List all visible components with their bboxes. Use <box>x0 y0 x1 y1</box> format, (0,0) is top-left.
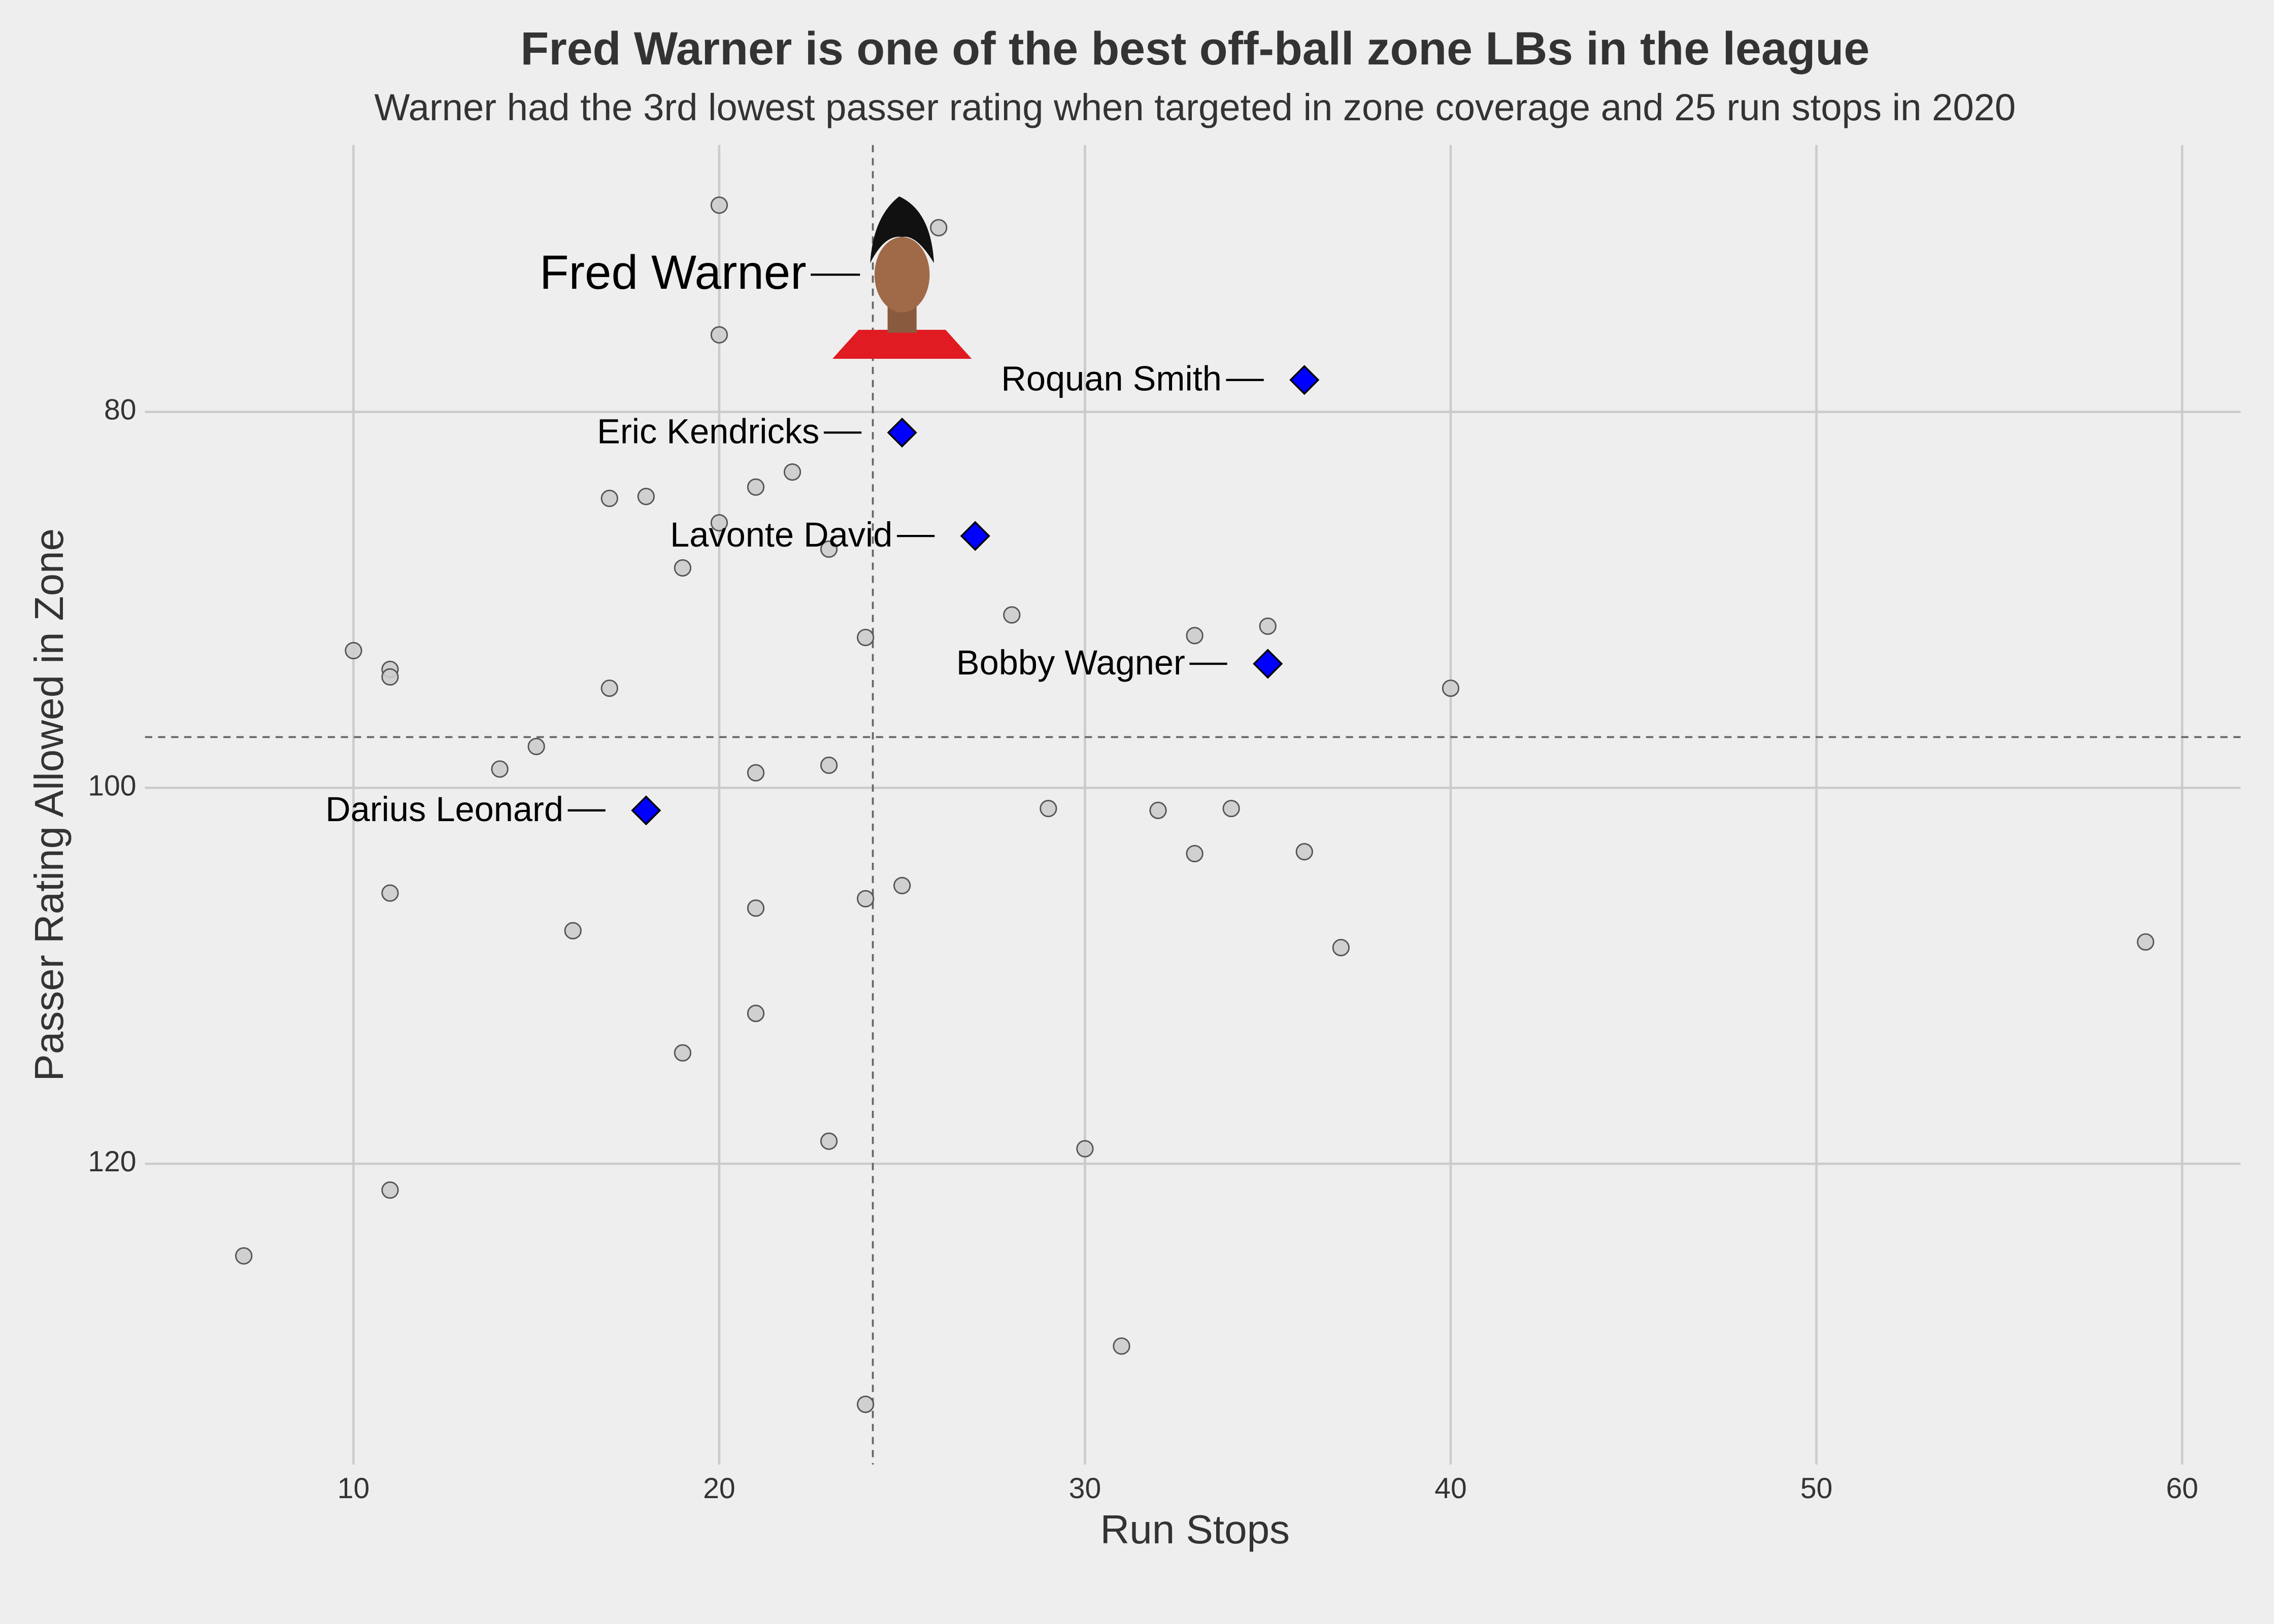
data-point <box>381 1181 399 1199</box>
x-tick-label: 60 <box>2166 1472 2198 1505</box>
photo-face <box>874 236 930 313</box>
highlight-point <box>1253 649 1283 679</box>
data-point <box>930 219 948 236</box>
data-point <box>1295 843 1313 861</box>
x-tick-label: 10 <box>338 1472 370 1505</box>
data-point <box>600 679 618 697</box>
point-label: Lavonte David <box>670 515 892 554</box>
data-point <box>1186 627 1203 645</box>
data-point <box>674 559 692 577</box>
data-point <box>1040 799 1057 818</box>
chart-subtitle: Warner had the 3rd lowest passer rating … <box>374 86 2016 128</box>
y-tick-label: 80 <box>104 394 137 426</box>
data-point <box>820 540 838 558</box>
data-point <box>1076 1140 1094 1158</box>
data-point <box>856 628 875 647</box>
point-label: Bobby Wagner <box>956 643 1185 682</box>
y-axis-label: Passer Rating Allowed in Zone <box>26 528 72 1081</box>
x-tick-label: 30 <box>1069 1472 1101 1505</box>
data-point <box>747 1004 765 1022</box>
data-point <box>637 488 655 505</box>
data-point <box>345 641 362 660</box>
highlight-point <box>960 521 990 551</box>
data-point <box>1149 801 1167 819</box>
x-tick-label: 50 <box>1800 1472 1833 1505</box>
data-point <box>1442 679 1460 697</box>
point-label: Eric Kendricks <box>597 412 819 451</box>
data-point <box>1259 617 1277 635</box>
data-point <box>1332 939 1350 957</box>
highlight-point <box>887 417 917 448</box>
y-tick-label: 120 <box>88 1145 136 1178</box>
data-point <box>747 899 765 917</box>
chart-title: Fred Warner is one of the best off-ball … <box>520 23 1869 75</box>
data-point <box>1113 1337 1130 1355</box>
data-point <box>856 890 875 908</box>
highlight-point <box>631 795 661 826</box>
data-point <box>491 760 509 778</box>
data-point <box>747 764 765 782</box>
data-point <box>710 514 728 532</box>
data-point <box>1186 844 1203 863</box>
point-label: Darius Leonard <box>325 790 563 829</box>
data-point <box>381 668 399 686</box>
photo-jersey <box>832 329 972 359</box>
data-point <box>600 489 618 507</box>
data-point <box>783 463 801 481</box>
y-tick-label: 100 <box>88 769 136 802</box>
featured-label: Fred Warner <box>540 246 807 299</box>
point-label: Roquan Smith <box>1001 359 1221 398</box>
data-point <box>674 1044 692 1062</box>
featured-player-photo <box>832 196 972 359</box>
x-tick-label: 40 <box>1434 1472 1467 1505</box>
data-point <box>820 756 838 774</box>
data-point <box>820 1132 838 1150</box>
x-axis-label: Run Stops <box>1100 1507 1290 1552</box>
x-tick-label: 20 <box>703 1472 735 1505</box>
data-point <box>747 478 765 496</box>
data-point <box>893 876 911 895</box>
data-point <box>381 884 399 902</box>
data-point <box>710 196 728 214</box>
data-point <box>564 922 582 940</box>
data-point <box>710 326 728 344</box>
data-point <box>2136 933 2155 951</box>
data-point <box>1003 606 1021 624</box>
data-point <box>856 1396 875 1413</box>
data-point <box>235 1247 253 1265</box>
data-point <box>527 737 545 756</box>
highlight-point <box>1289 365 1320 395</box>
data-point <box>1222 799 1240 818</box>
photo-hair <box>870 196 934 263</box>
